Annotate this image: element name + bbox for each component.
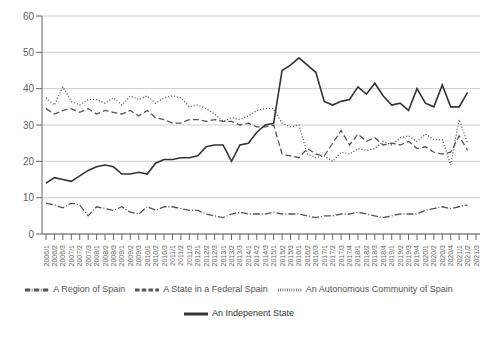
svg-text:2011/1: 2011/1 [169, 245, 176, 266]
svg-text:2010/1: 2010/1 [144, 245, 151, 267]
svg-text:2020/1: 2020/1 [422, 245, 429, 267]
svg-text:2011/3: 2011/3 [186, 245, 193, 266]
svg-text:2020/3: 2020/3 [439, 245, 446, 267]
svg-text:2019/1: 2019/1 [388, 245, 395, 267]
svg-text:2006/3: 2006/3 [59, 245, 66, 267]
svg-text:2018/1: 2018/1 [354, 245, 361, 267]
html-text:An Indepenent State: An Indepenent State [212, 308, 294, 319]
svg-text:2012/2: 2012/2 [203, 245, 210, 267]
svg-text:2008/3: 2008/3 [110, 245, 117, 267]
svg-text:20: 20 [23, 156, 35, 167]
svg-text:2009/2: 2009/2 [127, 245, 134, 267]
svg-text:2019/4: 2019/4 [413, 245, 420, 267]
html-text:A Region of Spain: A Region of Spain [53, 284, 126, 295]
svg-text:2017/4: 2017/4 [346, 245, 353, 267]
svg-text:2015/3: 2015/3 [287, 245, 294, 267]
svg-text:2012/1: 2012/1 [194, 245, 201, 267]
svg-text:2012/3: 2012/3 [211, 245, 218, 267]
svg-text:2011/2: 2011/2 [177, 245, 184, 266]
svg-text:2017/3: 2017/3 [338, 245, 345, 267]
svg-text:2021/3: 2021/3 [473, 245, 480, 267]
svg-text:2008/1: 2008/1 [93, 245, 100, 267]
svg-text:40: 40 [23, 83, 35, 94]
svg-text:2013/2: 2013/2 [228, 245, 235, 267]
svg-text:2018/3: 2018/3 [371, 245, 378, 267]
svg-text:2007/2: 2007/2 [76, 245, 83, 267]
svg-text:30: 30 [23, 120, 35, 131]
svg-text:2013/1: 2013/1 [220, 245, 227, 267]
html-text:An Autonomous Community of Spa: An Autonomous Community of Spain [305, 284, 453, 295]
svg-text:2007/3: 2007/3 [85, 245, 92, 267]
svg-text:2010/3: 2010/3 [161, 245, 168, 267]
svg-text:2021/2: 2021/2 [464, 245, 471, 267]
svg-text:2006/1: 2006/1 [43, 245, 50, 267]
svg-text:2020/4: 2020/4 [447, 245, 454, 267]
svg-text:2006/2: 2006/2 [51, 245, 58, 267]
svg-text:2009/1: 2009/1 [118, 245, 125, 267]
svg-text:2016/3: 2016/3 [312, 245, 319, 267]
svg-text:2009/3: 2009/3 [135, 245, 142, 267]
svg-text:2007/1: 2007/1 [68, 245, 75, 267]
svg-text:0: 0 [28, 229, 34, 240]
svg-text:2015/1: 2015/1 [270, 245, 277, 267]
svg-text:2016/1: 2016/1 [295, 245, 302, 267]
svg-text:2017/2: 2017/2 [329, 245, 336, 267]
svg-text:2015/2: 2015/2 [279, 245, 286, 267]
svg-text:2014/1: 2014/1 [245, 245, 252, 267]
svg-text:2008/2: 2008/2 [102, 245, 109, 267]
svg-text:50: 50 [23, 47, 35, 58]
svg-text:2021/1: 2021/1 [456, 245, 463, 267]
svg-text:2016/2: 2016/2 [304, 245, 311, 267]
svg-text:60: 60 [23, 11, 35, 22]
svg-text:2013/3: 2013/3 [236, 245, 243, 267]
svg-text:2010/2: 2010/2 [152, 245, 159, 267]
svg-text:2019/3: 2019/3 [405, 245, 412, 267]
svg-text:10: 10 [23, 192, 35, 203]
html-text:A State in a Federal Spain: A State in a Federal Spain [163, 284, 268, 295]
svg-text:2020/2: 2020/2 [430, 245, 437, 267]
svg-text:2019/2: 2019/2 [397, 245, 404, 267]
svg-text:2014/3: 2014/3 [262, 245, 269, 267]
svg-text:2018/4: 2018/4 [380, 245, 387, 267]
svg-text:2014/2: 2014/2 [253, 245, 260, 267]
svg-text:2017/1: 2017/1 [321, 245, 328, 267]
svg-text:2018/2: 2018/2 [363, 245, 370, 267]
